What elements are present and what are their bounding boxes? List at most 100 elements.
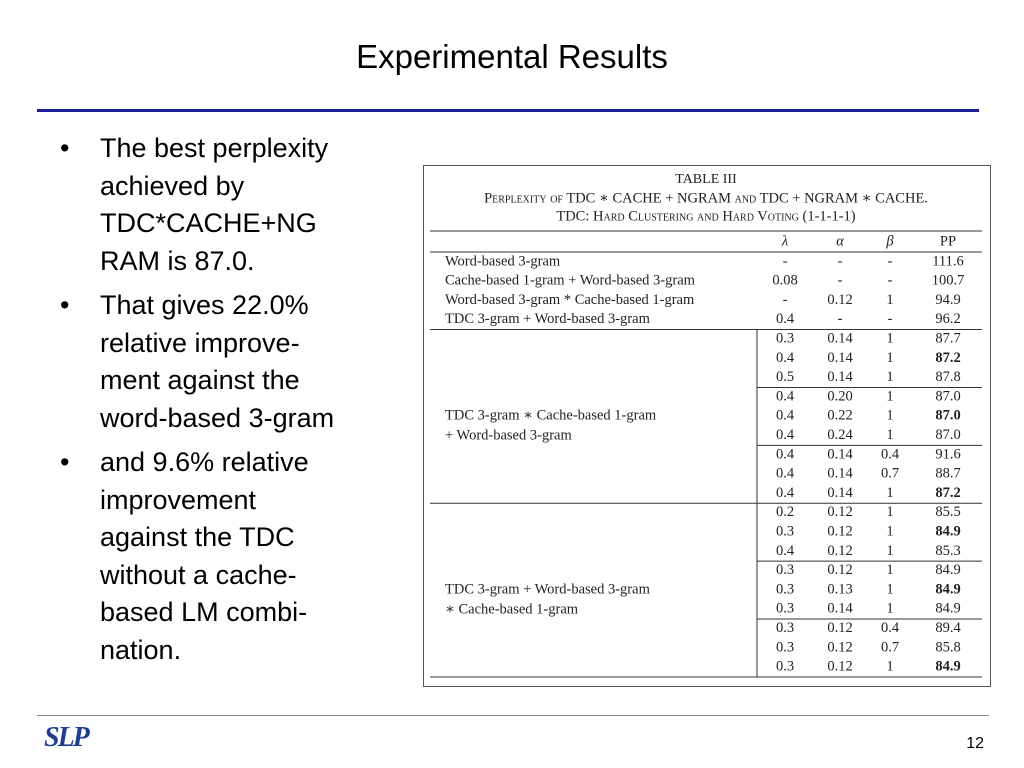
table-cell: 0.14 (827, 485, 853, 501)
table-cell: 0.3 (776, 639, 794, 655)
bullet: and 9.6% relative improvement against the … (60, 444, 334, 669)
table-cell: 0.5 (776, 369, 794, 385)
table-cell: 84.9 (935, 524, 960, 540)
bullet-line: relative improve- (100, 327, 300, 358)
table-cell: 100.7 (932, 273, 965, 289)
table-cell: - (783, 253, 788, 269)
group-label: TDC 3-gram ∗ Cache-based 1-gram (445, 408, 657, 424)
table-header: λ (781, 233, 788, 249)
table-cell: 1 (886, 524, 893, 540)
table-cell: 1 (886, 581, 893, 597)
bullet-line: ment against the (100, 365, 300, 395)
bullet: The best perplexity achieved by TDC*CACHE+… (60, 130, 334, 280)
table-cell: 87.8 (935, 369, 960, 385)
table-cell: 0.4 (776, 446, 795, 462)
bullet-line: without a cache- (100, 559, 297, 590)
table-cell: 87.7 (935, 331, 960, 347)
table-cell: 0.3 (776, 620, 794, 636)
bullet-line: word-based 3-gram (100, 402, 335, 433)
table-cell: 0.14 (827, 601, 853, 617)
table-cell: 0.7 (881, 466, 899, 482)
table-cell: 0.3 (776, 659, 794, 675)
table-cell: 0.08 (772, 273, 797, 289)
table-cell: - (888, 253, 893, 269)
logo: SLP (44, 722, 90, 753)
table-cell: - (838, 311, 843, 327)
table-cell: 0.4 (776, 408, 795, 424)
table-cell: 0.2 (776, 504, 794, 520)
table-cell: 87.2 (935, 350, 960, 366)
table-cell: 0.3 (776, 581, 794, 597)
table-cell: - (888, 311, 893, 327)
table-cell: 0.4 (881, 446, 900, 462)
table-caption: Perplexity of TDC ∗ CACHE + NGRAM and TD… (484, 190, 928, 206)
table-cell: 0.3 (776, 331, 794, 347)
table-cell: 88.7 (935, 466, 960, 482)
table-cell: 1 (886, 388, 893, 404)
slide-title: Experimental Results (356, 38, 668, 75)
table-cell: 0.4 (776, 427, 795, 443)
table-cell: 96.2 (935, 311, 960, 327)
table-cell: 84.9 (935, 562, 960, 578)
table-cell: 0.4 (776, 485, 795, 501)
table-cell: 0.3 (776, 524, 794, 540)
table-cell: 84.9 (935, 601, 960, 617)
table-cell: - (783, 292, 788, 308)
table-cell: 87.0 (935, 427, 960, 443)
table-cell: 1 (886, 427, 893, 443)
bullet-line: That gives 22.0% (100, 290, 309, 320)
table-cell: 0.12 (827, 292, 852, 308)
table-cell: 0.14 (827, 446, 853, 462)
table-cell: 0.14 (827, 369, 853, 385)
bullet-list: The best perplexity achieved by TDC*CACHE+… (60, 130, 334, 676)
table-cell: 1 (886, 562, 893, 578)
bullet-line: achieved by (100, 170, 245, 201)
table-cell: 0.7 (881, 639, 899, 655)
table-cell: 84.9 (935, 581, 960, 597)
table-cell: 0.12 (827, 659, 852, 675)
bullet: That gives 22.0% relative improve-ment ag… (60, 287, 334, 437)
table-cell: 0.20 (827, 388, 852, 404)
table-cell: 0.14 (827, 466, 853, 482)
table-cell: 0.12 (827, 620, 852, 636)
bullet-line: TDC*CACHE+NG (100, 208, 317, 238)
table-cell: 1 (886, 350, 893, 366)
table-cell: 0.4 (776, 388, 795, 404)
table-cell: 1 (886, 331, 893, 347)
table-header: β (885, 233, 894, 249)
bullet-line: nation. (100, 634, 182, 665)
table-cell: 0.14 (827, 350, 853, 366)
bullet-line: RAM is 87.0. (100, 245, 255, 276)
bullet-line: against the TDC (100, 522, 295, 552)
table-cell: 0.13 (827, 581, 852, 597)
table-cell: 1 (886, 485, 893, 501)
bullet-line: improvement (100, 484, 257, 515)
table-cell: 85.3 (935, 543, 960, 559)
page-number: 12 (966, 735, 984, 752)
table-cell: 0.12 (827, 639, 852, 655)
table-cell: 0.12 (827, 524, 852, 540)
table-cell: 0.4 (776, 350, 795, 366)
bullet-line: and 9.6% relative (100, 447, 309, 477)
table-cell: 1 (886, 659, 893, 675)
table-cell: 91.6 (935, 446, 960, 462)
table-cell: 0.12 (827, 562, 852, 578)
group-label: + Word-based 3-gram (445, 428, 572, 444)
table-cell: 1 (886, 543, 893, 559)
table-cell: 0.4 (776, 466, 795, 482)
table-cell: 0.24 (827, 427, 853, 443)
bullet-line: based LM combi- (100, 597, 308, 627)
table-cell: 0.3 (776, 562, 794, 578)
row-label: Word-based 3-gram (445, 253, 561, 269)
table-cell: 89.4 (935, 620, 961, 636)
table-caption: TABLE III (675, 172, 737, 187)
table-cell: 1 (886, 408, 893, 424)
table-cell: 0.4 (776, 543, 795, 559)
table-cell: 0.4 (776, 311, 795, 327)
table-cell: 0.22 (827, 408, 852, 424)
table-caption: TDC: Hard Clustering and Hard Voting (1-… (556, 208, 855, 224)
table-cell: 87.2 (935, 485, 960, 501)
table-cell: 0.3 (776, 601, 794, 617)
